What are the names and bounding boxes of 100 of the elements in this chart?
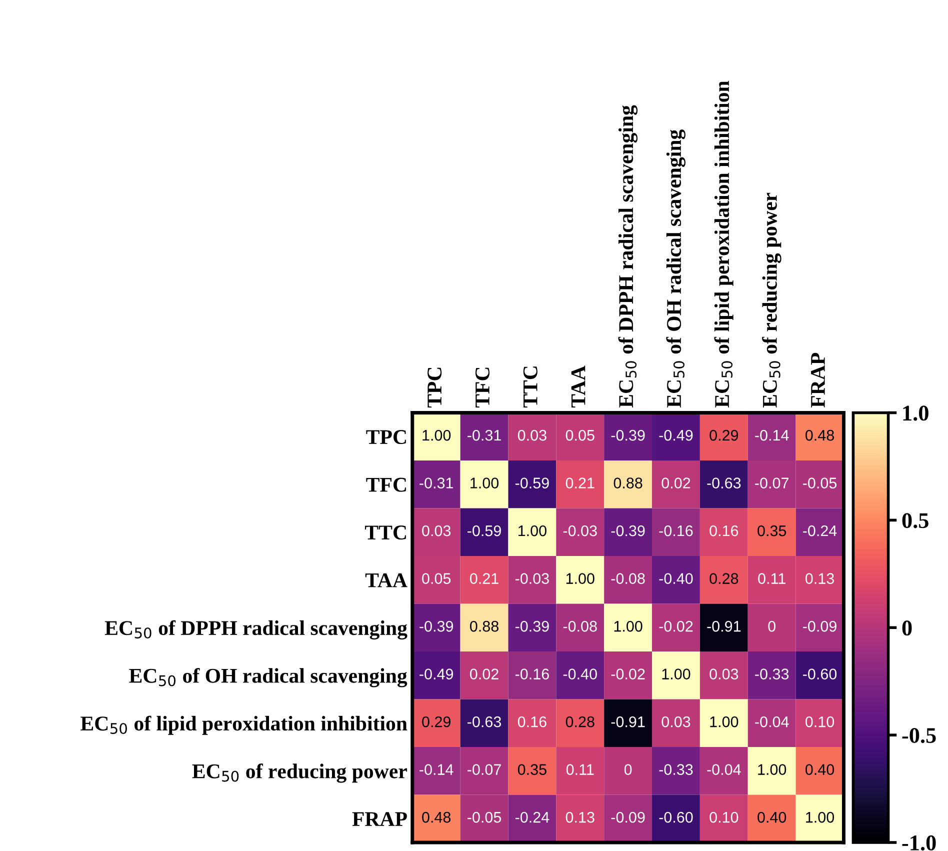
data-label: -0.31 xyxy=(420,478,454,488)
data-label: -0.49 xyxy=(659,430,693,441)
data-label: -0.33 xyxy=(659,764,693,775)
color-bar-label: -0.5 xyxy=(902,728,936,744)
data-label: -0.16 xyxy=(659,525,693,536)
data-label: 0.02 xyxy=(662,478,690,488)
data-label: -0.59 xyxy=(515,478,549,488)
data-label: 0.40 xyxy=(758,812,786,823)
data-label: -0.91 xyxy=(707,620,741,632)
data-label: -0.49 xyxy=(420,668,454,680)
y-tick-label: EC$_{50}$ of lipid peroxidation inhibition xyxy=(80,716,408,735)
data-label: -0.09 xyxy=(611,812,645,823)
x-tick-label: TPC xyxy=(428,368,442,408)
data-label: -0.40 xyxy=(659,573,693,584)
data-label: 1.00 xyxy=(614,620,642,632)
y-tick-label: EC$_{50}$ of OH radical scavenging xyxy=(129,668,408,688)
data-label: 0.21 xyxy=(566,478,594,488)
data-label: -0.02 xyxy=(611,668,645,680)
x-tick-label: TAA xyxy=(571,366,586,408)
data-label: -0.14 xyxy=(420,764,454,775)
data-label: 0.29 xyxy=(422,716,450,728)
data-label: -0.91 xyxy=(611,716,645,728)
data-label: 0.35 xyxy=(758,525,786,536)
data-label: 0.13 xyxy=(805,573,834,584)
data-label: 1.00 xyxy=(806,812,834,823)
x-tick-label: EC$_{50}$ of reducing power xyxy=(762,192,782,408)
data-label: 0.03 xyxy=(662,716,690,728)
data-label: -0.14 xyxy=(755,430,789,441)
data-label: 0.88 xyxy=(470,620,498,632)
data-label: 0.05 xyxy=(422,573,451,584)
data-label: -0.39 xyxy=(611,525,645,536)
data-label: -0.24 xyxy=(803,525,837,536)
data-label: -0.24 xyxy=(515,812,550,823)
x-tick-label: TFC xyxy=(475,368,490,408)
data-label: -0.02 xyxy=(659,620,693,632)
x-tick-label: FRAP xyxy=(811,352,825,408)
data-label: -0.05 xyxy=(468,812,502,823)
data-label: -0.05 xyxy=(803,478,837,488)
y-tick-label: TPC xyxy=(366,430,406,444)
data-label: -0.39 xyxy=(420,620,454,632)
data-label: 0.11 xyxy=(566,764,594,775)
color-bar-label: 0.5 xyxy=(902,513,928,528)
y-tick-label: TFC xyxy=(366,478,406,492)
data-label: -0.39 xyxy=(611,430,645,441)
color-bar-label: 1.0 xyxy=(903,406,928,421)
data-label: -0.59 xyxy=(468,525,501,536)
data-label: 0.29 xyxy=(710,430,738,441)
data-label: -0.08 xyxy=(563,620,597,632)
data-label: 0.10 xyxy=(710,812,738,823)
data-label: -0.03 xyxy=(563,525,597,536)
data-label: 0 xyxy=(624,764,632,775)
data-label: 1.00 xyxy=(710,716,738,728)
data-label: 0 xyxy=(768,620,776,632)
data-label: 0.21 xyxy=(470,573,498,584)
y-tick-label: EC$_{50}$ of reducing power xyxy=(192,763,407,783)
data-label: 1.00 xyxy=(422,430,451,441)
data-label: -0.04 xyxy=(707,764,741,775)
data-label: -0.33 xyxy=(755,668,789,680)
data-label: -0.07 xyxy=(468,764,501,775)
data-label: -0.60 xyxy=(659,812,693,823)
data-label: 1.00 xyxy=(470,478,499,488)
data-label: -0.40 xyxy=(563,668,597,680)
x-tick-label: EC$_{50}$ of OH radical scavenging xyxy=(666,129,686,408)
x-tick-label: TTC xyxy=(523,366,538,408)
x-tick-label: EC$_{50}$ of lipid peroxidation inhibition xyxy=(714,80,734,408)
data-label: -0.63 xyxy=(707,478,741,488)
data-label: 0.28 xyxy=(566,716,594,728)
y-tick-label: EC$_{50}$ of DPPH radical scavenging xyxy=(104,620,408,640)
data-label: 0.03 xyxy=(518,430,546,441)
color-bar-label: 0 xyxy=(902,620,912,636)
data-label: -0.63 xyxy=(468,716,502,728)
y-tick-label: TAA xyxy=(365,573,408,588)
data-label: 0.48 xyxy=(422,812,451,823)
data-label: 0.13 xyxy=(566,812,594,823)
data-label: -0.16 xyxy=(515,668,549,680)
data-label: 0.05 xyxy=(566,430,594,441)
data-label: 1.00 xyxy=(758,764,786,775)
y-tick-label: TTC xyxy=(365,526,406,540)
data-label: -0.03 xyxy=(515,573,549,584)
y-tick-label: FRAP xyxy=(352,812,407,826)
data-label: -0.60 xyxy=(803,668,837,680)
data-label: 0.11 xyxy=(758,573,786,584)
data-label: 0.03 xyxy=(710,668,738,680)
data-label: 1.00 xyxy=(518,525,546,536)
data-label: 1.00 xyxy=(662,668,690,680)
x-tick-label: EC$_{50}$ of DPPH radical scavenging xyxy=(618,105,638,408)
data-label: 0.28 xyxy=(710,573,738,584)
data-label: 0.40 xyxy=(805,764,834,775)
data-label: -0.09 xyxy=(803,620,836,632)
color-bar-label: -1.0 xyxy=(902,835,936,851)
data-label: 0.16 xyxy=(710,525,738,536)
data-label: 0.03 xyxy=(422,525,451,536)
data-label: -0.04 xyxy=(755,716,789,728)
data-label: -0.07 xyxy=(755,478,788,488)
data-label: -0.39 xyxy=(515,620,549,632)
data-label: -0.08 xyxy=(611,573,645,584)
data-label: 0.88 xyxy=(614,478,642,488)
data-label: 0.16 xyxy=(518,716,546,728)
data-label: 0.35 xyxy=(518,764,546,775)
data-label: 0.10 xyxy=(805,716,834,728)
